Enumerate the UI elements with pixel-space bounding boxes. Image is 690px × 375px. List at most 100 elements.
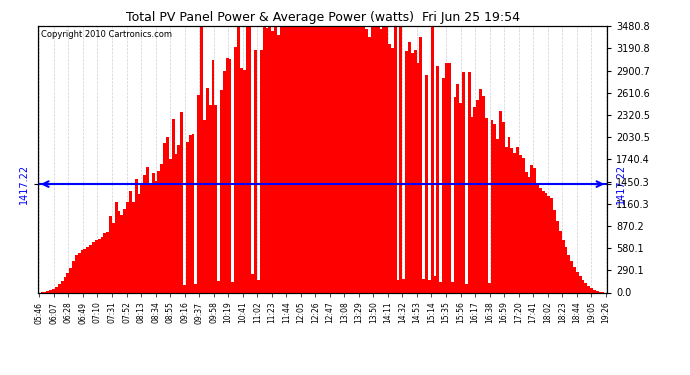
Bar: [260, 50, 263, 292]
Bar: [354, 26, 357, 292]
Bar: [63, 277, 66, 292]
Bar: [576, 272, 579, 292]
Bar: [212, 60, 215, 292]
Bar: [189, 135, 192, 292]
Bar: [326, 26, 328, 292]
Bar: [453, 97, 456, 292]
Bar: [485, 118, 488, 292]
Bar: [257, 279, 260, 292]
Bar: [400, 26, 402, 292]
Bar: [206, 88, 209, 292]
Bar: [232, 282, 235, 292]
Bar: [299, 26, 303, 292]
Bar: [445, 63, 448, 292]
Bar: [251, 274, 254, 292]
Bar: [155, 180, 157, 292]
Bar: [104, 233, 106, 292]
Bar: [180, 112, 183, 292]
Bar: [314, 26, 317, 292]
Bar: [46, 291, 50, 292]
Bar: [513, 153, 516, 292]
Bar: [164, 143, 166, 292]
Bar: [266, 28, 268, 292]
Bar: [346, 26, 348, 292]
Bar: [106, 232, 109, 292]
Bar: [55, 287, 58, 292]
Bar: [593, 290, 596, 292]
Bar: [126, 202, 129, 292]
Bar: [451, 282, 453, 292]
Bar: [584, 284, 587, 292]
Bar: [408, 42, 411, 292]
Bar: [559, 231, 562, 292]
Bar: [519, 155, 522, 292]
Bar: [405, 51, 408, 292]
Bar: [115, 202, 117, 292]
Bar: [547, 196, 551, 292]
Bar: [197, 95, 200, 292]
Bar: [328, 26, 331, 292]
Bar: [553, 210, 556, 292]
Bar: [542, 191, 544, 292]
Bar: [411, 53, 414, 292]
Bar: [414, 50, 417, 292]
Bar: [502, 122, 505, 292]
Bar: [72, 261, 75, 292]
Bar: [496, 139, 499, 292]
Bar: [433, 276, 437, 292]
Bar: [394, 26, 397, 292]
Bar: [137, 194, 141, 292]
Text: Copyright 2010 Cartronics.com: Copyright 2010 Cartronics.com: [41, 30, 172, 39]
Bar: [317, 26, 319, 292]
Bar: [533, 168, 536, 292]
Bar: [382, 26, 385, 292]
Bar: [237, 26, 240, 292]
Bar: [377, 26, 380, 292]
Bar: [86, 248, 89, 292]
Bar: [422, 279, 425, 292]
Bar: [331, 26, 334, 292]
Bar: [254, 51, 257, 292]
Bar: [303, 26, 306, 292]
Bar: [499, 111, 502, 292]
Bar: [582, 280, 584, 292]
Bar: [235, 46, 237, 292]
Bar: [81, 250, 83, 292]
Bar: [482, 96, 485, 292]
Bar: [144, 176, 146, 292]
Bar: [177, 145, 180, 292]
Bar: [551, 198, 553, 292]
Bar: [587, 286, 590, 292]
Bar: [544, 193, 547, 292]
Bar: [337, 26, 339, 292]
Bar: [52, 289, 55, 292]
Bar: [573, 267, 576, 292]
Bar: [160, 164, 164, 292]
Bar: [562, 240, 564, 292]
Bar: [440, 282, 442, 292]
Bar: [297, 26, 299, 292]
Bar: [385, 26, 388, 292]
Bar: [437, 66, 440, 292]
Bar: [462, 72, 465, 292]
Bar: [271, 32, 274, 292]
Bar: [215, 105, 217, 292]
Bar: [536, 184, 539, 292]
Bar: [200, 26, 203, 292]
Bar: [397, 280, 400, 292]
Bar: [567, 255, 570, 292]
Bar: [524, 172, 527, 292]
Bar: [92, 242, 95, 292]
Bar: [473, 107, 476, 292]
Bar: [488, 284, 491, 292]
Bar: [280, 26, 283, 292]
Bar: [564, 248, 567, 292]
Bar: [274, 26, 277, 292]
Bar: [556, 221, 559, 292]
Bar: [420, 37, 422, 292]
Bar: [209, 105, 212, 292]
Bar: [220, 90, 223, 292]
Bar: [240, 68, 243, 292]
Bar: [365, 29, 368, 292]
Bar: [448, 63, 451, 292]
